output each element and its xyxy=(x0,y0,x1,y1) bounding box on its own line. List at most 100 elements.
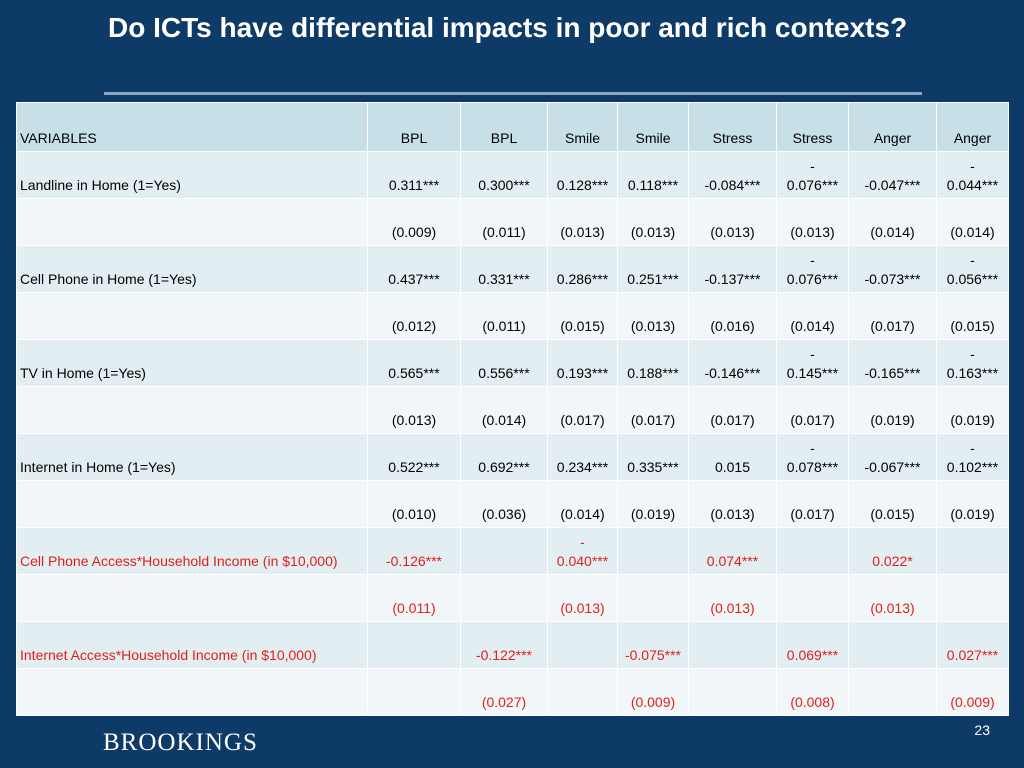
table-cell xyxy=(776,574,849,622)
table-cell xyxy=(848,621,937,669)
table-cell: (0.013) xyxy=(688,198,777,246)
table-cell: 0.234*** xyxy=(547,433,618,481)
header-cell: BPL xyxy=(460,102,548,152)
table-cell: 0.128*** xyxy=(547,151,618,199)
table-cell xyxy=(547,621,618,669)
table-cell: (0.013) xyxy=(617,292,689,340)
table-cell: 0.022* xyxy=(848,527,937,575)
table-cell: (0.027) xyxy=(460,668,548,716)
header-cell: Smile xyxy=(617,102,689,152)
table-row-standard-error: (0.011) (0.013) (0.013) (0.013) xyxy=(16,574,1009,622)
table-cell: (0.011) xyxy=(460,292,548,340)
table-cell xyxy=(848,668,937,716)
table-cell: -0.040*** xyxy=(547,527,618,575)
table-header-row: VARIABLES BPL BPL Smile Smile Stress Str… xyxy=(16,102,1009,152)
title-divider xyxy=(104,92,922,95)
table-cell: -0.122*** xyxy=(460,621,548,669)
table-row-coefficient: TV in Home (1=Yes) 0.565*** 0.556*** 0.193*… xyxy=(16,339,1009,387)
table-cell: 0.335*** xyxy=(617,433,689,481)
table-cell: -0.102*** xyxy=(936,433,1009,481)
table-cell: (0.019) xyxy=(617,480,689,528)
table-row-coefficient: Landline in Home (1=Yes) 0.311*** 0.300***… xyxy=(16,151,1009,199)
table-cell: 0.118*** xyxy=(617,151,689,199)
table-cell: (0.017) xyxy=(547,386,618,434)
table-cell: (0.013) xyxy=(367,386,461,434)
table-cell: (0.009) xyxy=(936,668,1009,716)
table-row-standard-error: (0.013) (0.014) (0.017) (0.017) (0.017) (0.01… xyxy=(16,386,1009,434)
table-cell: 0.565*** xyxy=(367,339,461,387)
row-label xyxy=(16,480,368,528)
row-label xyxy=(16,668,368,716)
table-cell: 0.251*** xyxy=(617,245,689,293)
table-cell: -0.073*** xyxy=(848,245,937,293)
table-cell: (0.011) xyxy=(460,198,548,246)
table-cell: (0.017) xyxy=(688,386,777,434)
table-cell: (0.014) xyxy=(936,198,1009,246)
row-label xyxy=(16,386,368,434)
table-cell: (0.014) xyxy=(776,292,849,340)
table-cell: -0.126*** xyxy=(367,527,461,575)
table-cell: (0.015) xyxy=(848,480,937,528)
table-cell: (0.036) xyxy=(460,480,548,528)
table-cell: 0.300*** xyxy=(460,151,548,199)
header-cell: BPL xyxy=(367,102,461,152)
table-cell: (0.015) xyxy=(547,292,618,340)
row-label: Internet Access*Household Income (in $10… xyxy=(16,621,368,669)
table-cell: -0.078*** xyxy=(776,433,849,481)
row-label xyxy=(16,292,368,340)
table-cell: 0.522*** xyxy=(367,433,461,481)
table-cell: (0.009) xyxy=(367,198,461,246)
table-cell: (0.016) xyxy=(688,292,777,340)
table-cell xyxy=(547,668,618,716)
header-cell: Stress xyxy=(688,102,777,152)
table-cell: 0.286*** xyxy=(547,245,618,293)
row-label: Cell Phone in Home (1=Yes) xyxy=(16,245,368,293)
table-cell xyxy=(460,574,548,622)
table-row-coefficient: Internet in Home (1=Yes) 0.522*** 0.692***… xyxy=(16,433,1009,481)
table-cell: 0.188*** xyxy=(617,339,689,387)
table-cell: (0.010) xyxy=(367,480,461,528)
table-cell: (0.017) xyxy=(776,480,849,528)
table-cell: (0.013) xyxy=(776,198,849,246)
table-cell: 0.692*** xyxy=(460,433,548,481)
header-cell: Stress xyxy=(776,102,849,152)
table-cell: 0.437*** xyxy=(367,245,461,293)
table-cell xyxy=(617,574,689,622)
row-label xyxy=(16,574,368,622)
table-cell: (0.012) xyxy=(367,292,461,340)
table-row-coefficient: Cell Phone Access*Household Income (in $… xyxy=(16,527,1009,575)
table-cell: (0.014) xyxy=(460,386,548,434)
table-cell: (0.013) xyxy=(688,480,777,528)
table-cell: (0.013) xyxy=(547,574,618,622)
slide-title: Do ICTs have differential impacts in poo… xyxy=(108,12,908,43)
table-cell xyxy=(936,527,1009,575)
table-cell: -0.056*** xyxy=(936,245,1009,293)
table-cell: (0.011) xyxy=(367,574,461,622)
table-cell xyxy=(617,527,689,575)
table-cell: -0.165*** xyxy=(848,339,937,387)
table-row-coefficient: Internet Access*Household Income (in $10… xyxy=(16,621,1009,669)
table-cell xyxy=(367,668,461,716)
table-cell: (0.008) xyxy=(776,668,849,716)
table-cell: (0.013) xyxy=(848,574,937,622)
brookings-logo: BROOKINGS xyxy=(103,729,258,756)
table-cell: (0.013) xyxy=(547,198,618,246)
row-label: Cell Phone Access*Household Income (in $… xyxy=(16,527,368,575)
table-cell xyxy=(776,527,849,575)
table-cell xyxy=(367,621,461,669)
table-cell: -0.076*** xyxy=(776,245,849,293)
table-cell xyxy=(688,668,777,716)
table-cell: -0.047*** xyxy=(848,151,937,199)
table-cell: -0.163*** xyxy=(936,339,1009,387)
row-label: TV in Home (1=Yes) xyxy=(16,339,368,387)
header-cell: Anger xyxy=(848,102,937,152)
row-label xyxy=(16,198,368,246)
header-cell-variables: VARIABLES xyxy=(16,102,368,152)
header-cell: Anger xyxy=(936,102,1009,152)
table-cell: (0.019) xyxy=(936,386,1009,434)
table-cell: -0.075*** xyxy=(617,621,689,669)
table-cell: -0.137*** xyxy=(688,245,777,293)
table-cell: (0.014) xyxy=(547,480,618,528)
table-cell: 0.027*** xyxy=(936,621,1009,669)
row-label: Internet in Home (1=Yes) xyxy=(16,433,368,481)
